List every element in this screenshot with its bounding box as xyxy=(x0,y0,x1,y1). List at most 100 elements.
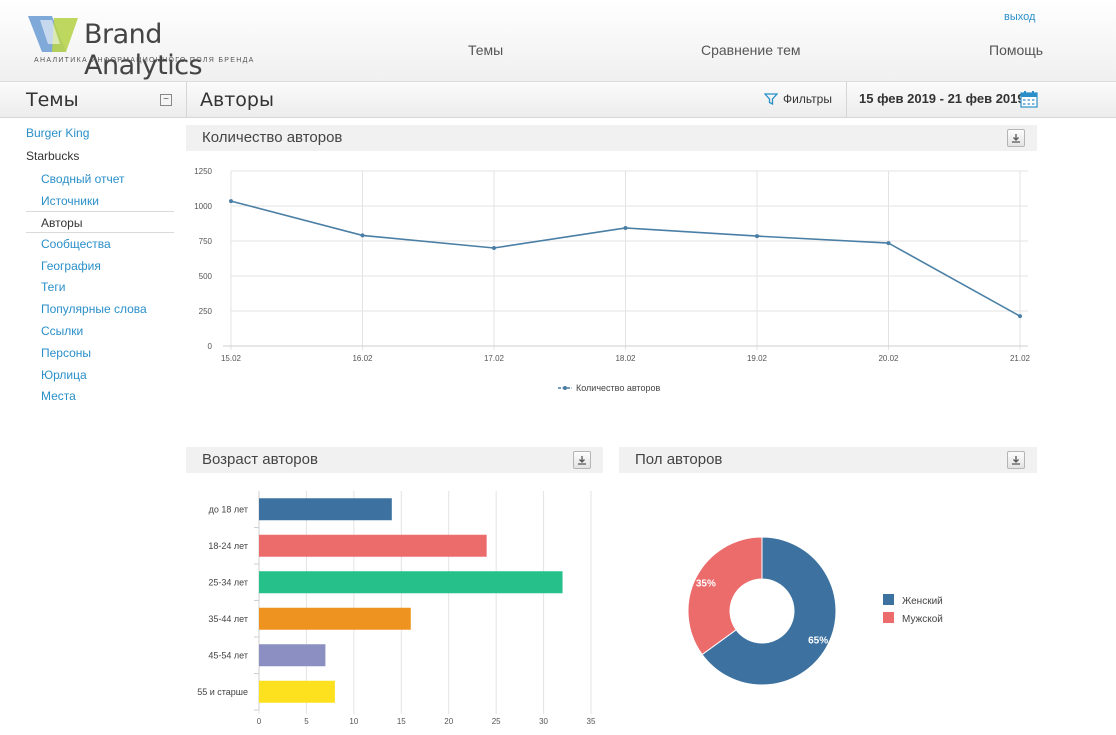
age-panel-header: Возраст авторов xyxy=(186,447,603,473)
sidebar-item-summary[interactable]: Сводный отчет xyxy=(41,172,125,186)
y-category-label: 55 и старше xyxy=(197,687,248,697)
sidebar-item-starbucks[interactable]: Starbucks xyxy=(26,149,80,163)
data-point xyxy=(492,246,496,250)
x-tick-label: 20 xyxy=(444,717,453,726)
sidebar-item-legal-entities[interactable]: Юрлица xyxy=(41,368,87,382)
authors-count-title: Количество авторов xyxy=(202,129,343,146)
toolbar-divider xyxy=(186,82,187,118)
y-category-label: до 18 лет xyxy=(209,504,248,514)
sidebar-item-links[interactable]: Ссылки xyxy=(41,324,84,338)
x-tick-label: 25 xyxy=(492,717,501,726)
x-tick-label: 15.02 xyxy=(221,354,242,363)
x-tick-label: 16.02 xyxy=(352,354,373,363)
toolbar: Темы − Авторы Фильтры 15 фев 2019 - 21 ф… xyxy=(0,82,1116,118)
y-category-label: 35-44 лет xyxy=(208,614,248,624)
y-tick-label: 750 xyxy=(199,237,213,246)
filters-button[interactable]: Фильтры xyxy=(764,92,832,106)
nav-themes[interactable]: Темы xyxy=(468,42,504,58)
data-point xyxy=(623,225,628,230)
gender-donut-chart: 65% 35% Женский Мужской xyxy=(687,536,943,686)
bar xyxy=(259,680,335,703)
sidebar-item-geography[interactable]: География xyxy=(41,259,101,273)
sidebar-item-popular-words[interactable]: Популярные слова xyxy=(41,302,147,316)
bar xyxy=(259,534,487,557)
bar xyxy=(259,498,392,521)
slice-value-label: 35% xyxy=(696,578,716,589)
slice-value-label: 65% xyxy=(808,636,828,647)
sidebar-item-places[interactable]: Места xyxy=(41,389,76,403)
y-tick-label: 1250 xyxy=(194,167,212,176)
x-tick-label: 18.02 xyxy=(615,354,636,363)
legend-label: Количество авторов xyxy=(576,383,660,393)
logout-link[interactable]: выход xyxy=(1004,11,1036,23)
sidebar-item-communities[interactable]: Сообщества xyxy=(41,237,111,251)
download-button[interactable] xyxy=(1007,451,1025,469)
y-category-label: 18-24 лет xyxy=(208,541,248,551)
brand-name: Brand Analytics xyxy=(84,19,203,81)
y-tick-label: 1000 xyxy=(194,202,212,211)
bar xyxy=(259,644,326,667)
sidebar-active-highlight xyxy=(26,211,174,233)
nav-help[interactable]: Помощь xyxy=(989,42,1044,58)
download-icon xyxy=(1012,456,1020,465)
sidebar-item-burger-king[interactable]: Burger King xyxy=(26,126,90,140)
legend-swatch xyxy=(883,612,894,623)
x-tick-label: 20.02 xyxy=(878,354,899,363)
filters-label: Фильтры xyxy=(783,92,832,106)
nav-compare-themes[interactable]: Сравнение тем xyxy=(701,42,801,58)
gender-title: Пол авторов xyxy=(635,451,723,468)
x-tick-label: 21.02 xyxy=(1010,354,1031,363)
legend-label: Женский xyxy=(902,596,943,607)
sidebar-item-sources[interactable]: Источники xyxy=(41,194,99,208)
themes-title: Темы xyxy=(26,89,79,111)
x-tick-label: 10 xyxy=(349,717,358,726)
data-point xyxy=(229,199,233,204)
sidebar-item-persons[interactable]: Персоны xyxy=(41,346,92,360)
x-tick-label: 19.02 xyxy=(747,354,768,363)
toolbar-divider xyxy=(846,82,847,118)
x-tick-label: 17.02 xyxy=(484,354,505,363)
sidebar: Burger King Starbucks Сводный отчет Исто… xyxy=(0,118,186,735)
age-title: Возраст авторов xyxy=(202,451,318,468)
collapse-sidebar-button[interactable]: − xyxy=(160,94,172,106)
data-point xyxy=(360,233,365,238)
x-tick-label: 0 xyxy=(257,717,262,726)
age-bar-chart: 0 5 10 15 20 25 30 35 до 18 лет 18-24 лет 25-34 ле… xyxy=(197,491,596,726)
sidebar-item-authors[interactable]: Авторы xyxy=(41,216,83,230)
y-tick-label: 500 xyxy=(199,272,213,281)
legend-swatch xyxy=(883,594,894,605)
filter-icon xyxy=(764,93,778,105)
bar xyxy=(259,607,411,630)
x-tick-label: 5 xyxy=(304,717,309,726)
authors-count-panel-header: Количество авторов xyxy=(186,125,1037,151)
x-tick-label: 15 xyxy=(397,717,406,726)
gender-panel-header: Пол авторов xyxy=(619,447,1037,473)
bar xyxy=(259,571,563,594)
download-icon xyxy=(578,456,586,465)
donut-slice xyxy=(687,536,763,656)
data-point xyxy=(886,241,891,246)
calendar-icon[interactable] xyxy=(1020,90,1038,108)
y-category-label: 45-54 лет xyxy=(208,650,248,660)
legend-label: Мужской xyxy=(902,614,943,625)
y-tick-label: 250 xyxy=(199,307,213,316)
y-tick-label: 0 xyxy=(208,342,213,351)
data-point xyxy=(1018,314,1022,319)
sidebar-item-tags[interactable]: Теги xyxy=(41,280,66,294)
download-button[interactable] xyxy=(573,451,591,469)
legend-marker xyxy=(563,386,567,390)
brand-logo-icon xyxy=(28,16,78,52)
download-icon xyxy=(1012,134,1020,143)
brand-logo[interactable]: Brand Analytics АНАЛИТИКА ИНФОРМАЦИОННОГ… xyxy=(26,14,266,81)
x-tick-label: 30 xyxy=(539,717,548,726)
y-category-label: 25-34 лет xyxy=(208,577,248,587)
brand-tagline: АНАЛИТИКА ИНФОРМАЦИОННОГО ПОЛЯ БРЕНДА xyxy=(34,57,255,64)
app-header: Brand Analytics АНАЛИТИКА ИНФОРМАЦИОННОГ… xyxy=(0,0,1116,82)
donut-slice xyxy=(701,536,837,686)
date-range[interactable]: 15 фев 2019 - 21 фев 2019 xyxy=(859,91,1025,106)
x-tick-label: 35 xyxy=(587,717,596,726)
data-point xyxy=(755,234,759,239)
page-title: Авторы xyxy=(200,89,274,111)
download-button[interactable] xyxy=(1007,129,1025,147)
authors-count-line-chart: 0 250 500 750 1000 1250 15.02 16.02 17.02 18.02 19… xyxy=(194,167,1031,393)
